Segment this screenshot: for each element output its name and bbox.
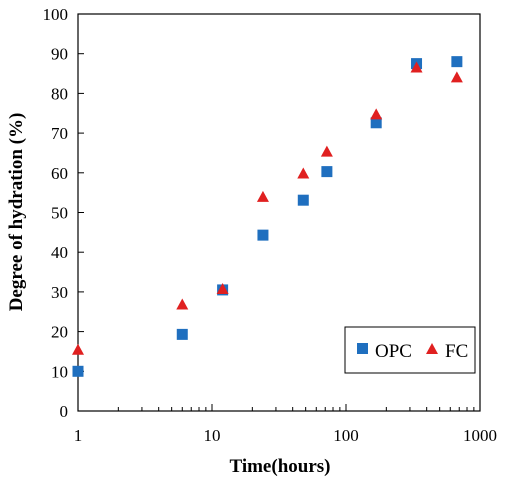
data-point-fc bbox=[216, 283, 229, 295]
legend-label-opc: OPC bbox=[375, 341, 412, 362]
data-point-opc bbox=[321, 166, 333, 178]
data-point-fc bbox=[370, 108, 383, 120]
data-point-fc bbox=[410, 61, 423, 73]
x-axis-title: Time(hours) bbox=[230, 456, 331, 477]
y-tick-label: 10 bbox=[51, 362, 68, 381]
x-tick-label: 1000 bbox=[463, 426, 497, 445]
x-tick-label: 10 bbox=[204, 426, 221, 445]
data-point-fc bbox=[72, 343, 84, 355]
data-point-opc bbox=[176, 328, 188, 340]
y-tick-label: 30 bbox=[51, 283, 68, 302]
y-tick-labels: 0 10 20 30 40 50 60 70 80 90 100 bbox=[43, 5, 69, 421]
legend: OPC FC bbox=[344, 326, 476, 374]
axis-ticks bbox=[77, 13, 481, 412]
y-tick-label: 50 bbox=[51, 204, 68, 223]
y-tick-label: 80 bbox=[51, 84, 68, 103]
x-tick-label: 100 bbox=[333, 426, 359, 445]
data-point-opc bbox=[257, 229, 269, 241]
y-tick-label: 20 bbox=[51, 323, 68, 342]
y-axis-title: Degree of hydration (%) bbox=[6, 113, 27, 312]
data-point-fc bbox=[450, 71, 463, 83]
legend-marker-opc bbox=[357, 343, 368, 354]
data-point-fc bbox=[297, 167, 310, 179]
data-point-opc bbox=[370, 117, 382, 129]
y-tick-label: 70 bbox=[51, 124, 68, 143]
data-point-opc bbox=[297, 194, 309, 206]
y-tick-label: 0 bbox=[60, 402, 69, 421]
data-point-fc bbox=[320, 145, 333, 157]
legend-marker-fc bbox=[426, 343, 438, 354]
y-tick-label: 90 bbox=[51, 45, 68, 64]
legend-label-fc: FC bbox=[445, 341, 468, 362]
data-marks bbox=[72, 56, 463, 377]
y-tick-label: 40 bbox=[51, 243, 68, 262]
y-tick-label: 60 bbox=[51, 164, 68, 183]
data-point-opc bbox=[72, 365, 84, 377]
series-fc bbox=[72, 61, 463, 355]
x-tick-label: 1 bbox=[74, 426, 83, 445]
data-point-fc bbox=[256, 190, 269, 202]
y-tick-label: 100 bbox=[43, 5, 69, 24]
data-point-fc bbox=[176, 298, 189, 310]
data-point-opc bbox=[451, 56, 463, 68]
x-tick-labels: 1 10 100 1000 bbox=[74, 426, 497, 445]
